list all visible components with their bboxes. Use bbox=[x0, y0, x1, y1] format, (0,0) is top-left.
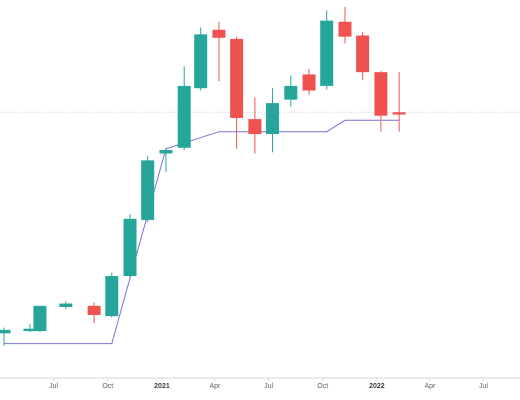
candle-up bbox=[194, 27, 208, 91]
candle-body bbox=[374, 72, 388, 116]
candle-down bbox=[212, 21, 226, 82]
x-tick-label: 2022 bbox=[369, 383, 385, 390]
x-tick-label: Oct bbox=[317, 383, 328, 390]
candle-up bbox=[23, 324, 37, 333]
candle-body bbox=[123, 218, 137, 277]
x-tick-label: Apr bbox=[209, 383, 221, 390]
x-tick-label: 2021 bbox=[154, 383, 170, 390]
candle-body bbox=[212, 29, 226, 38]
line-series bbox=[4, 119, 400, 345]
candle-up bbox=[141, 155, 155, 223]
line-series-layer bbox=[4, 119, 400, 345]
candle-up bbox=[0, 327, 11, 346]
candle-body bbox=[320, 20, 334, 86]
candle-body bbox=[0, 329, 11, 334]
x-tick-label: Jul bbox=[49, 383, 58, 390]
candle-up bbox=[320, 10, 334, 90]
candle-body bbox=[23, 328, 37, 332]
candle-body bbox=[266, 103, 280, 135]
candle-body bbox=[302, 74, 316, 91]
candle-body bbox=[356, 35, 370, 73]
candle-up bbox=[284, 75, 298, 107]
candle-body bbox=[230, 38, 244, 118]
x-axis-ticks: Jul Oct 2021 Apr Jul Oct 2022 Apr Jul bbox=[49, 378, 488, 390]
candle-up bbox=[159, 147, 173, 172]
candle-down bbox=[356, 32, 370, 81]
candle-body bbox=[284, 85, 298, 100]
candle-body bbox=[59, 303, 73, 307]
candle-up bbox=[33, 305, 47, 333]
candle-up bbox=[123, 214, 137, 278]
candle-up bbox=[105, 272, 119, 318]
candle-up bbox=[177, 66, 191, 151]
candle-down bbox=[230, 36, 244, 149]
candle-down bbox=[248, 97, 262, 154]
candle-up bbox=[59, 301, 73, 310]
candle-body bbox=[392, 112, 406, 115]
candle-body bbox=[105, 276, 119, 317]
candle-body bbox=[159, 150, 173, 154]
candle-down bbox=[302, 68, 316, 96]
candles-layer bbox=[0, 6, 406, 346]
candle-down bbox=[374, 71, 388, 132]
candle-down bbox=[392, 72, 406, 132]
x-tick-label: Oct bbox=[102, 383, 113, 390]
candle-body bbox=[338, 21, 352, 37]
candle-body bbox=[87, 305, 101, 315]
candle-down bbox=[338, 6, 352, 44]
candle-down bbox=[87, 302, 101, 324]
candle-body bbox=[141, 160, 155, 220]
candle-body bbox=[33, 305, 47, 332]
x-tick-label: Jul bbox=[264, 383, 273, 390]
candle-body bbox=[194, 34, 208, 89]
candle-up bbox=[266, 88, 280, 153]
x-tick-label: Apr bbox=[424, 383, 436, 390]
candle-body bbox=[248, 119, 262, 135]
candle-body bbox=[177, 85, 191, 148]
x-tick-label: Jul bbox=[479, 383, 488, 390]
